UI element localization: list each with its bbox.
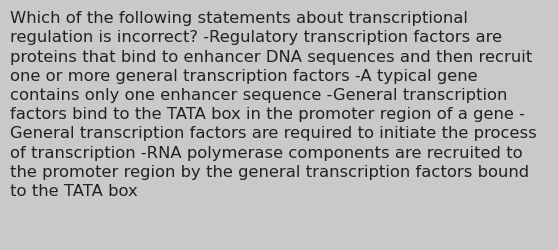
Text: Which of the following statements about transcriptional
regulation is incorrect?: Which of the following statements about … — [10, 11, 537, 198]
